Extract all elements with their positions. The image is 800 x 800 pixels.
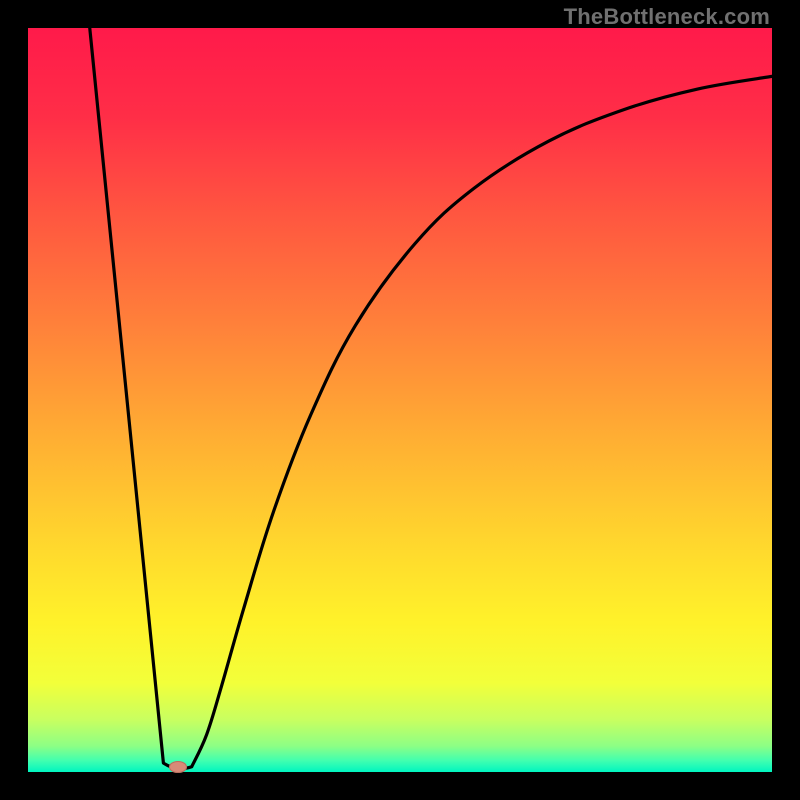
chart-frame: TheBottleneck.com — [0, 0, 800, 800]
plot-area — [28, 28, 772, 772]
optimal-point-marker — [169, 761, 187, 773]
bottleneck-curve — [28, 28, 772, 772]
watermark-text: TheBottleneck.com — [564, 4, 770, 30]
